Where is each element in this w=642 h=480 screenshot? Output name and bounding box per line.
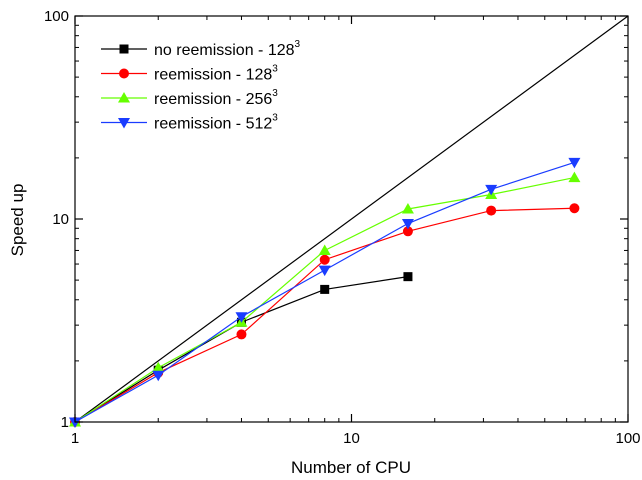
legend-label-superscript: 3 [295, 39, 301, 50]
y-tick-label: 100 [44, 8, 69, 25]
data-point [236, 329, 247, 340]
legend: no reemission - 1283 reemission - 1283 ree… [101, 39, 301, 133]
reference-line-layer [74, 15, 629, 423]
data-point [569, 203, 580, 214]
data-point [318, 265, 331, 277]
y-tick-label: 1 [61, 414, 69, 431]
legend-item: reemission - 1283 [101, 64, 278, 84]
legend-label: reemission - 1283 [154, 64, 278, 84]
data-point [152, 361, 165, 373]
data-point [319, 254, 330, 265]
axes: 1 10 100 1 10 100 [44, 8, 641, 447]
data-point [485, 184, 498, 196]
data-point [318, 244, 331, 255]
y-tick-label: 10 [52, 211, 69, 228]
legend-label-superscript: 3 [272, 113, 278, 124]
legend-item: no reemission - 1283 [101, 39, 301, 59]
data-point [568, 157, 581, 169]
data-point [568, 171, 581, 183]
data-point [69, 417, 81, 428]
data-point [152, 370, 165, 382]
legend-label-superscript: 3 [272, 88, 278, 99]
x-tick-label: 1 [71, 430, 79, 447]
data-point [401, 203, 414, 214]
data-point [401, 219, 414, 230]
legend-item: reemission - 2563 [101, 88, 278, 108]
legend-item: reemission - 5123 [101, 113, 278, 133]
legend-marker [118, 92, 130, 103]
x-axis-title: Number of CPU [291, 458, 411, 477]
data-point [320, 284, 330, 294]
legend-marker [119, 44, 129, 54]
ideal-speedup-line [74, 15, 629, 423]
x-tick-label: 100 [615, 430, 640, 447]
legend-label: reemission - 5123 [154, 113, 278, 133]
y-axis-title: Speed up [8, 184, 27, 257]
legend-marker [119, 68, 129, 79]
data-point [486, 205, 497, 216]
legend-label-superscript: 3 [272, 64, 278, 75]
data-point [402, 226, 413, 237]
legend-label: no reemission - 1283 [154, 39, 301, 59]
series-4 [69, 157, 581, 428]
data-point [235, 312, 248, 323]
data-point [403, 272, 413, 282]
legend-marker [118, 118, 130, 129]
x-tick-label: 10 [343, 430, 360, 447]
legend-label: reemission - 2563 [154, 88, 278, 108]
